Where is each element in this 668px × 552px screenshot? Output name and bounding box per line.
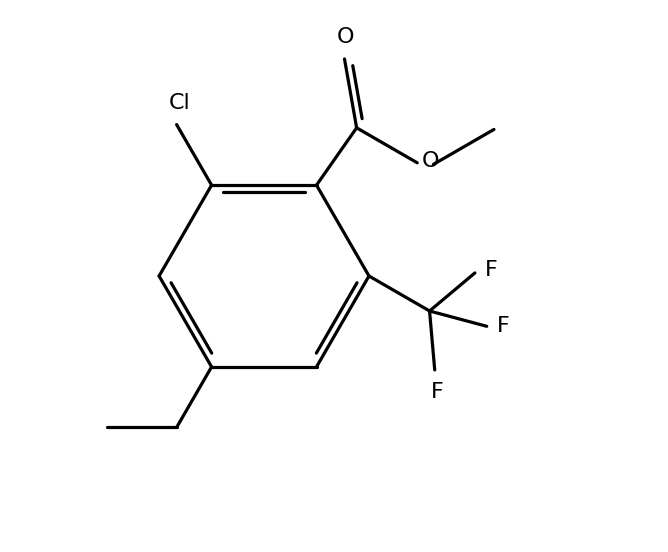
- Text: Cl: Cl: [168, 93, 190, 113]
- Text: F: F: [496, 316, 509, 336]
- Text: F: F: [431, 382, 444, 402]
- Text: F: F: [484, 260, 498, 280]
- Text: O: O: [337, 27, 354, 47]
- Text: O: O: [422, 151, 440, 171]
